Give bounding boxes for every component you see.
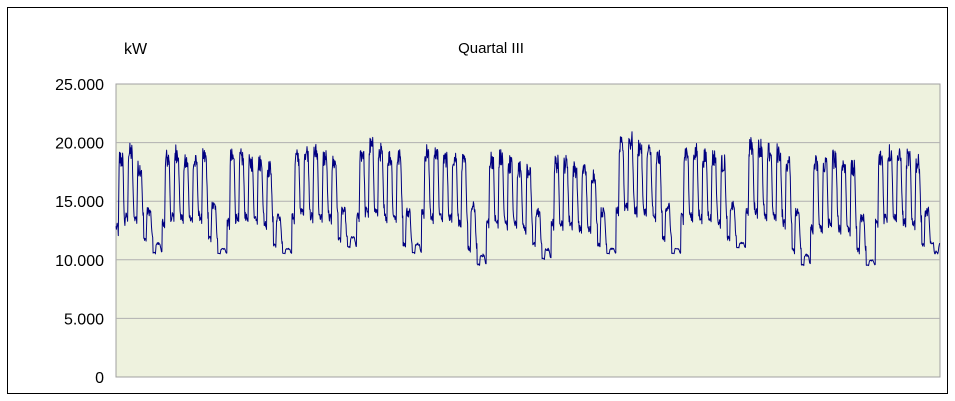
y-tick-label: 20.000 [55, 136, 104, 153]
y-tick-labels: 0 5.000 10.000 15.000 20.000 25.000 [55, 77, 104, 387]
y-tick-label: 0 [95, 370, 104, 387]
y-tick-label: 10.000 [55, 253, 104, 270]
chart-title: Quartal III [458, 40, 524, 57]
plot-area [115, 83, 941, 378]
y-tick-label: 5.000 [64, 311, 104, 328]
y-axis-unit-label: kW [124, 41, 148, 58]
y-tick-label: 15.000 [55, 194, 104, 211]
load-series-line [115, 131, 941, 267]
y-tick-label: 25.000 [55, 77, 104, 94]
series-layer [115, 131, 941, 267]
